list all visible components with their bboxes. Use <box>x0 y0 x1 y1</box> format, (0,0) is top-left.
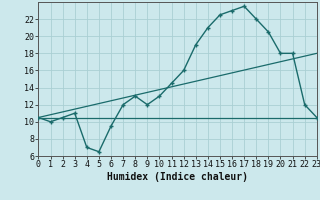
X-axis label: Humidex (Indice chaleur): Humidex (Indice chaleur) <box>107 172 248 182</box>
